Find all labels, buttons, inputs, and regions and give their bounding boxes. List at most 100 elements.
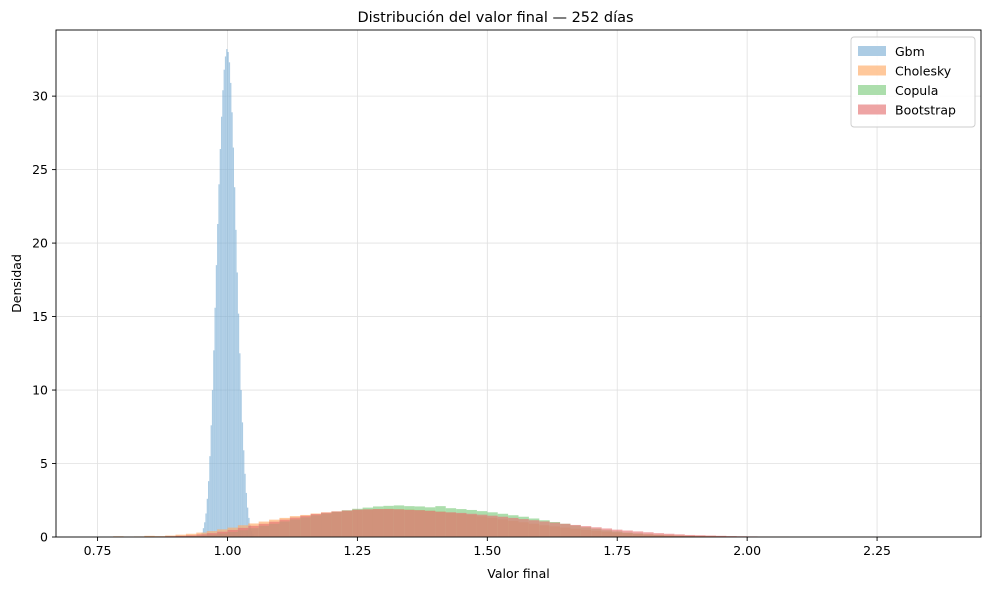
histogram-bar bbox=[227, 52, 229, 537]
histogram-bar bbox=[223, 69, 225, 538]
histogram-bar bbox=[258, 523, 270, 537]
histogram-bar bbox=[230, 82, 232, 537]
histogram-bar bbox=[175, 535, 186, 537]
histogram-bar bbox=[219, 149, 221, 537]
histogram-bar bbox=[643, 532, 654, 537]
y-tick-label: 20 bbox=[32, 236, 48, 251]
histogram-bar bbox=[208, 481, 210, 537]
histogram-bar bbox=[664, 533, 675, 537]
histogram-bar bbox=[601, 528, 613, 537]
histogram-bar bbox=[237, 527, 249, 537]
plot-area bbox=[55, 29, 982, 538]
chart-title: Distribución del valor final — 252 días bbox=[357, 10, 633, 26]
histogram-bar bbox=[144, 535, 155, 537]
legend-entry: Gbm bbox=[895, 44, 925, 59]
histogram-bar bbox=[549, 522, 561, 537]
histogram-bar bbox=[372, 509, 384, 537]
histogram-bar bbox=[246, 507, 249, 537]
x-axis-label: Valor final bbox=[487, 566, 549, 581]
histogram-bar bbox=[445, 512, 457, 537]
histogram-bar bbox=[476, 514, 488, 537]
histogram-bar bbox=[715, 535, 727, 537]
legend-swatch bbox=[858, 46, 886, 56]
x-tick-label: 1.00 bbox=[214, 543, 242, 558]
legend-entry: Bootstrap bbox=[895, 103, 956, 118]
histogram-bar bbox=[300, 515, 311, 537]
legend-swatch bbox=[858, 85, 886, 95]
histogram-bar bbox=[222, 90, 224, 538]
x-tick-label: 1.75 bbox=[603, 543, 631, 558]
histogram-bar bbox=[244, 473, 246, 537]
histogram-bar bbox=[539, 521, 550, 537]
histogram-bar bbox=[226, 49, 228, 538]
histogram-bar bbox=[204, 522, 206, 537]
histogram-bar bbox=[466, 513, 477, 537]
histogram-bar bbox=[217, 531, 228, 537]
plot-frame bbox=[55, 29, 982, 538]
histogram-bar bbox=[213, 350, 215, 537]
histogram-bar bbox=[269, 521, 280, 537]
histogram-bar bbox=[248, 525, 259, 537]
histogram-bar bbox=[236, 272, 238, 537]
histogram-bar bbox=[310, 514, 322, 537]
y-tick-label: 25 bbox=[32, 162, 48, 177]
x-tick-label: 2.25 bbox=[863, 543, 891, 558]
histogram-bar bbox=[196, 534, 207, 537]
histogram-bar bbox=[232, 147, 234, 537]
histogram-bar bbox=[414, 510, 425, 537]
x-tick-label: 1.25 bbox=[343, 543, 371, 558]
y-tick-label: 5 bbox=[40, 456, 48, 471]
histogram-bar bbox=[211, 390, 214, 537]
histogram-bar bbox=[632, 531, 644, 537]
x-tick-label: 1.50 bbox=[473, 543, 501, 558]
plot-background bbox=[56, 30, 981, 537]
histogram-bar bbox=[217, 223, 219, 537]
histogram-bar bbox=[289, 517, 301, 537]
histogram-bar bbox=[528, 520, 540, 537]
histogram-bar bbox=[487, 515, 498, 537]
histogram-bar bbox=[231, 112, 233, 537]
histogram-bar bbox=[695, 535, 706, 537]
histogram-bar bbox=[240, 390, 242, 537]
x-tick-label: 0.75 bbox=[84, 543, 112, 558]
histogram-bar bbox=[591, 527, 602, 537]
histogram-bar bbox=[185, 535, 197, 537]
x-axis: 0.75 1.00 1.25 1.50 1.75 2.00 2.25 bbox=[84, 537, 891, 558]
y-tick-label: 0 bbox=[40, 530, 48, 545]
y-tick-label: 30 bbox=[32, 89, 48, 104]
histogram-bar bbox=[456, 512, 467, 537]
histogram-bar bbox=[233, 187, 236, 538]
histogram-bar bbox=[279, 519, 290, 537]
histogram-bar bbox=[241, 422, 244, 537]
series-gbm bbox=[201, 49, 254, 538]
histogram-bar bbox=[570, 524, 581, 537]
y-tick-label: 10 bbox=[32, 383, 48, 398]
histogram-bar bbox=[497, 516, 509, 537]
histogram-bar bbox=[435, 511, 446, 537]
histogram-bar bbox=[580, 526, 592, 537]
histogram-bars bbox=[113, 49, 883, 538]
histogram-bar bbox=[210, 425, 212, 537]
legend-swatch bbox=[858, 104, 886, 115]
histogram-bar bbox=[235, 229, 237, 537]
histogram-bar bbox=[393, 509, 405, 537]
legend-swatch bbox=[858, 65, 886, 76]
histogram-bar bbox=[653, 533, 665, 537]
histogram-bar bbox=[245, 492, 247, 537]
histogram-bar bbox=[243, 450, 245, 537]
histogram-bar bbox=[560, 523, 571, 537]
histogram-bar bbox=[218, 184, 220, 537]
histogram-bar bbox=[224, 56, 227, 537]
legend: Gbm Cholesky Copula Bootstrap bbox=[850, 36, 976, 128]
x-tick-label: 2.00 bbox=[733, 543, 761, 558]
histogram-bar bbox=[205, 513, 207, 537]
histogram-bar bbox=[518, 519, 529, 537]
histogram-bar bbox=[705, 535, 716, 537]
histogram-bar bbox=[674, 534, 685, 537]
histogram-bar bbox=[220, 116, 223, 537]
histogram-bar bbox=[341, 510, 353, 537]
y-tick-label: 15 bbox=[32, 309, 48, 324]
histogram-bar bbox=[215, 265, 218, 537]
histogram-bar bbox=[321, 512, 332, 537]
